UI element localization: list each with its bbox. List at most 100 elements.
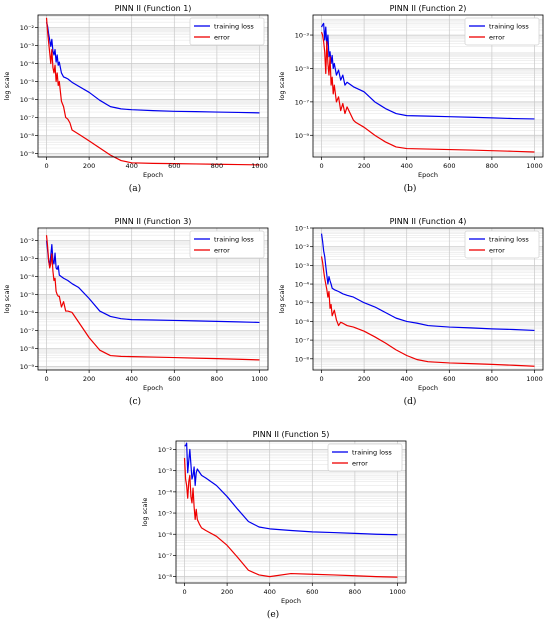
y-tick-label: 10⁻⁷ [295, 337, 310, 345]
chart-title: PINN II (Function 1) [115, 4, 192, 13]
y-tick-label: 10⁻⁶ [158, 531, 173, 539]
x-tick-label: 400 [125, 375, 137, 383]
series-line-error [45, 235, 260, 361]
x-tick-label: 0 [319, 375, 323, 383]
x-tick-label: 800 [349, 588, 361, 596]
chart-title: PINN II (Function 3) [115, 217, 192, 226]
y-tick-label: 10⁻⁵ [295, 65, 310, 73]
x-axis-label: Epoch [281, 597, 301, 605]
y-tick-label: 10⁻⁹ [20, 150, 35, 158]
x-tick-label: 0 [182, 588, 186, 596]
y-tick-label: 10⁻⁹ [20, 363, 35, 371]
y-tick-label: 10⁻⁶ [295, 318, 310, 326]
plot-frame [312, 227, 544, 371]
legend: training loss error [189, 17, 265, 46]
y-tick-label: 10⁻² [20, 237, 35, 245]
y-tick-label: 10⁻⁴ [20, 60, 35, 68]
y-tick-label: 10⁻⁵ [295, 299, 310, 307]
legend-label: error [214, 34, 230, 42]
legend-box [189, 17, 265, 46]
legend-label: training loss [214, 23, 254, 31]
subfigure-caption: (e) [267, 609, 279, 620]
legend: training loss error [189, 230, 265, 259]
series-line-error [320, 256, 535, 367]
x-tick-label: 200 [83, 162, 95, 170]
y-tick-label: 10⁻⁵ [20, 291, 35, 299]
y-tick-label: 10⁻³ [158, 467, 173, 475]
x-tick-label: 1000 [251, 375, 268, 383]
series-line-error [320, 31, 535, 153]
chart-panel-3: 0 200 400 600 800 1000 10⁻⁹ 10⁻⁸ 10⁻⁷ 10⁻⁶ 10⁻⁵ 10⁻… [3, 217, 269, 407]
y-tick-label: 10⁻⁷ [158, 552, 173, 560]
legend-label: training loss [214, 236, 254, 244]
chart-title: PINN II (Function 4) [390, 217, 467, 226]
legend: training loss error [327, 443, 403, 472]
legend-box [327, 443, 403, 472]
legend-label: error [214, 247, 230, 255]
chart-title: PINN II (Function 5) [253, 430, 330, 439]
x-axis-label: Epoch [143, 171, 163, 179]
x-tick-label: 200 [358, 375, 370, 383]
y-tick-label: 10⁻⁴ [295, 281, 310, 289]
x-tick-label: 1000 [526, 162, 543, 170]
y-axis-label: log scale [141, 498, 149, 527]
legend: training loss error [464, 230, 540, 259]
x-tick-label: 600 [306, 588, 318, 596]
plot-frame [175, 440, 407, 584]
legend-box [464, 230, 540, 259]
y-axis-label: log scale [278, 72, 286, 101]
legend-label: training loss [489, 23, 529, 31]
x-tick-label: 400 [400, 375, 412, 383]
y-tick-label: 10⁻³ [20, 42, 35, 50]
subfigure-caption: (c) [129, 396, 141, 407]
y-axis-label: log scale [278, 285, 286, 314]
subfigure-caption: (a) [129, 183, 141, 194]
legend-label: error [352, 460, 368, 468]
x-axis-label: Epoch [418, 384, 438, 392]
legend-box [189, 230, 265, 259]
x-tick-label: 200 [83, 375, 95, 383]
legend-label: error [489, 247, 505, 255]
subfigure-caption: (d) [404, 396, 417, 407]
y-tick-label: 10⁻⁸ [20, 132, 35, 140]
x-tick-label: 200 [358, 162, 370, 170]
x-tick-label: 800 [211, 375, 223, 383]
subfigure-caption: (b) [404, 183, 417, 194]
plot-frame [312, 14, 544, 158]
x-tick-label: 1000 [389, 588, 406, 596]
legend-label: training loss [489, 236, 529, 244]
legend-label: training loss [352, 449, 392, 457]
y-tick-label: 10⁻⁴ [20, 273, 35, 281]
x-tick-label: 800 [486, 162, 498, 170]
chart-title: PINN II (Function 2) [390, 4, 467, 13]
y-tick-label: 10⁻¹ [295, 225, 310, 233]
plot-frame [37, 227, 269, 371]
x-tick-label: 1000 [526, 375, 543, 383]
x-tick-label: 400 [400, 162, 412, 170]
x-tick-label: 600 [443, 375, 455, 383]
y-tick-label: 10⁻⁸ [158, 573, 173, 581]
x-axis-label: Epoch [418, 171, 438, 179]
x-tick-label: 800 [486, 375, 498, 383]
y-tick-label: 10⁻⁷ [295, 98, 310, 106]
x-tick-label: 0 [319, 162, 323, 170]
chart-panel-4: 0 200 400 600 800 1000 10⁻⁸ 10⁻⁷ 10⁻⁶ 10⁻⁵ 10⁻⁴ 10⁻… [278, 217, 544, 407]
y-tick-label: 10⁻⁷ [20, 114, 35, 122]
series-line-training-loss [320, 233, 535, 332]
y-axis-label: log scale [3, 285, 11, 314]
y-tick-label: 10⁻⁹ [295, 132, 310, 140]
x-axis-label: Epoch [143, 384, 163, 392]
y-tick-label: 10⁻⁶ [20, 96, 35, 104]
x-tick-label: 600 [168, 375, 180, 383]
y-tick-label: 10⁻³ [20, 255, 35, 263]
y-tick-label: 10⁻⁸ [20, 345, 35, 353]
y-tick-label: 10⁻³ [295, 32, 310, 40]
series-line-error [45, 17, 260, 166]
y-tick-label: 10⁻⁶ [20, 309, 35, 317]
chart-panel-2: 0 200 400 600 800 1000 10⁻⁹ 10⁻⁷ 10⁻⁵ 10⁻³ PINN II… [278, 4, 544, 194]
x-tick-label: 200 [221, 588, 233, 596]
x-tick-label: 600 [443, 162, 455, 170]
chart-panel-5: 0 200 400 600 800 1000 10⁻⁸ 10⁻⁷ 10⁻⁶ 10⁻⁵ 10⁻⁴ 10⁻… [141, 430, 407, 620]
legend: training loss error [464, 17, 540, 46]
